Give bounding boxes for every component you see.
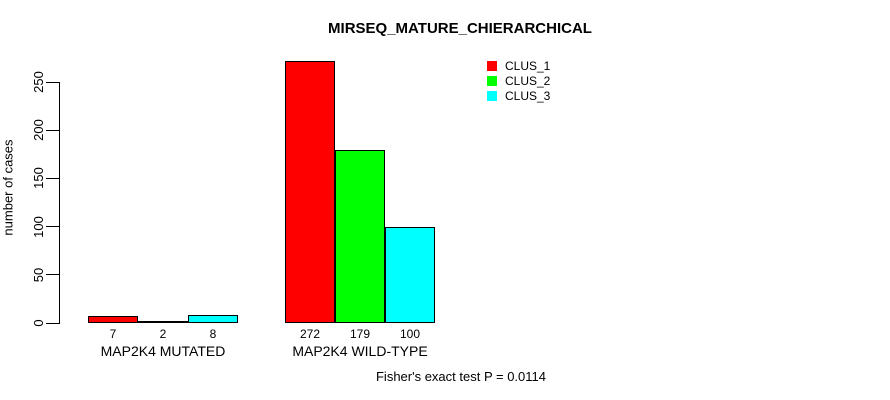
bar-clus-1-map2k4-wild-type — [285, 61, 335, 323]
bar-value-label: 272 — [299, 327, 321, 341]
legend-label: CLUS_1 — [505, 59, 551, 73]
legend-label: CLUS_2 — [505, 74, 551, 88]
y-axis-tick — [46, 177, 59, 179]
y-axis-tick — [46, 274, 59, 276]
y-axis-tick — [46, 226, 59, 228]
legend-swatch-clus-1 — [487, 61, 497, 71]
chart-title: MIRSEQ_MATURE_CHIERARCHICAL — [328, 20, 592, 37]
bar-clus-3-map2k4-wild-type — [385, 227, 435, 323]
fisher-test-annotation: Fisher's exact test P = 0.0114 — [375, 369, 546, 384]
legend-item: CLUS_1 — [487, 59, 551, 73]
bar-value-label: 100 — [399, 327, 421, 341]
y-axis-tick — [46, 81, 59, 83]
legend-label: CLUS_3 — [505, 89, 551, 103]
bar-value-label: 2 — [159, 327, 167, 341]
legend-item: CLUS_2 — [487, 74, 551, 88]
category-label: MAP2K4 MUTATED — [100, 343, 226, 359]
y-axis-tick — [46, 129, 59, 131]
y-axis-label: number of cases — [0, 139, 16, 236]
bar-value-label: 8 — [209, 327, 217, 341]
bar-value-label: 179 — [349, 327, 371, 341]
category-label: MAP2K4 WILD-TYPE — [292, 343, 428, 359]
bar-clus-2-map2k4-mutated — [138, 321, 188, 323]
bar-value-label: 7 — [109, 327, 117, 341]
bar-clus-3-map2k4-mutated — [188, 315, 238, 323]
bar-clus-1-map2k4-mutated — [88, 316, 138, 323]
legend-swatch-clus-2 — [487, 76, 497, 86]
y-axis-tick-label: 250 — [31, 71, 46, 93]
bar-clus-2-map2k4-wild-type — [335, 150, 385, 323]
legend-item: CLUS_3 — [487, 89, 551, 103]
legend-swatch-clus-3 — [487, 91, 497, 101]
y-axis-line — [59, 82, 60, 324]
y-axis-tick — [46, 322, 59, 324]
